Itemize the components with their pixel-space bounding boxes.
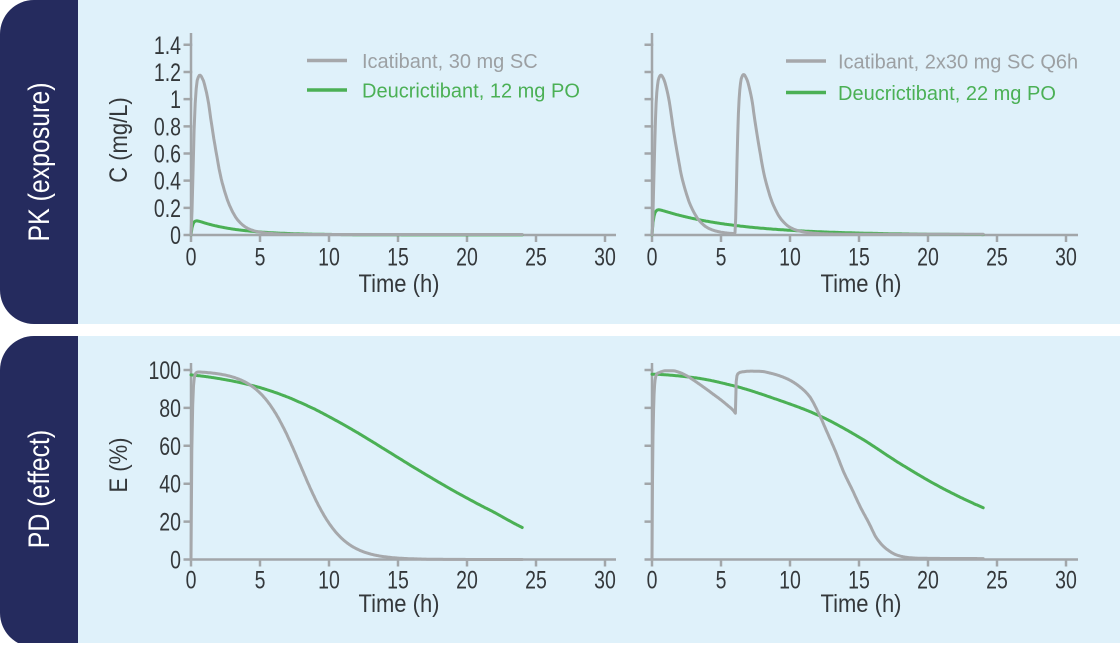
svg-text:Icatibant, 2x30 mg SC Q6h: Icatibant, 2x30 mg SC Q6h bbox=[838, 51, 1078, 73]
svg-text:20: 20 bbox=[159, 508, 181, 536]
svg-text:PD (effect): PD (effect) bbox=[22, 430, 56, 548]
svg-text:30: 30 bbox=[594, 566, 616, 594]
svg-text:30: 30 bbox=[1055, 243, 1077, 271]
svg-text:10: 10 bbox=[779, 566, 801, 594]
svg-text:Time (h): Time (h) bbox=[358, 270, 439, 298]
svg-text:20: 20 bbox=[917, 566, 939, 594]
svg-text:Time (h): Time (h) bbox=[358, 590, 439, 618]
svg-text:0: 0 bbox=[186, 243, 197, 271]
svg-text:Deucrictibant, 22 mg PO: Deucrictibant, 22 mg PO bbox=[838, 83, 1056, 105]
svg-text:5: 5 bbox=[716, 243, 727, 271]
svg-text:10: 10 bbox=[318, 566, 340, 594]
svg-text:15: 15 bbox=[848, 566, 870, 594]
svg-text:20: 20 bbox=[917, 243, 939, 271]
svg-text:PK (exposure): PK (exposure) bbox=[22, 82, 56, 241]
svg-text:0: 0 bbox=[186, 566, 197, 594]
svg-text:0.8: 0.8 bbox=[154, 113, 181, 141]
svg-text:Time (h): Time (h) bbox=[820, 590, 901, 618]
svg-text:Deucrictibant, 12 mg PO: Deucrictibant, 12 mg PO bbox=[362, 80, 580, 102]
svg-text:20: 20 bbox=[456, 566, 478, 594]
svg-text:30: 30 bbox=[594, 243, 616, 271]
svg-text:5: 5 bbox=[255, 243, 266, 271]
svg-text:E (%): E (%) bbox=[105, 438, 133, 493]
svg-text:25: 25 bbox=[986, 243, 1008, 271]
svg-text:15: 15 bbox=[387, 566, 409, 594]
svg-text:80: 80 bbox=[159, 395, 181, 423]
svg-text:0.4: 0.4 bbox=[154, 167, 181, 195]
svg-text:25: 25 bbox=[525, 243, 547, 271]
svg-text:100: 100 bbox=[148, 357, 181, 385]
svg-text:0: 0 bbox=[170, 546, 181, 574]
svg-text:Time (h): Time (h) bbox=[820, 270, 901, 298]
svg-text:10: 10 bbox=[318, 243, 340, 271]
svg-text:5: 5 bbox=[716, 566, 727, 594]
svg-text:0: 0 bbox=[170, 222, 181, 250]
svg-text:0.2: 0.2 bbox=[154, 194, 181, 222]
svg-text:0: 0 bbox=[647, 566, 658, 594]
svg-text:15: 15 bbox=[387, 243, 409, 271]
svg-text:1.2: 1.2 bbox=[154, 59, 181, 87]
svg-text:40: 40 bbox=[159, 470, 181, 498]
svg-text:0: 0 bbox=[647, 243, 658, 271]
svg-text:1.4: 1.4 bbox=[154, 31, 181, 59]
svg-text:30: 30 bbox=[1055, 566, 1077, 594]
svg-text:60: 60 bbox=[159, 432, 181, 460]
svg-text:1: 1 bbox=[170, 86, 181, 114]
svg-text:25: 25 bbox=[525, 566, 547, 594]
svg-text:20: 20 bbox=[456, 243, 478, 271]
svg-text:5: 5 bbox=[255, 566, 266, 594]
svg-text:Icatibant, 30 mg SC: Icatibant, 30 mg SC bbox=[362, 51, 538, 73]
svg-text:10: 10 bbox=[779, 243, 801, 271]
svg-text:15: 15 bbox=[848, 243, 870, 271]
svg-text:C (mg/L): C (mg/L) bbox=[105, 97, 133, 183]
svg-text:0.6: 0.6 bbox=[154, 140, 181, 168]
svg-text:25: 25 bbox=[986, 566, 1008, 594]
